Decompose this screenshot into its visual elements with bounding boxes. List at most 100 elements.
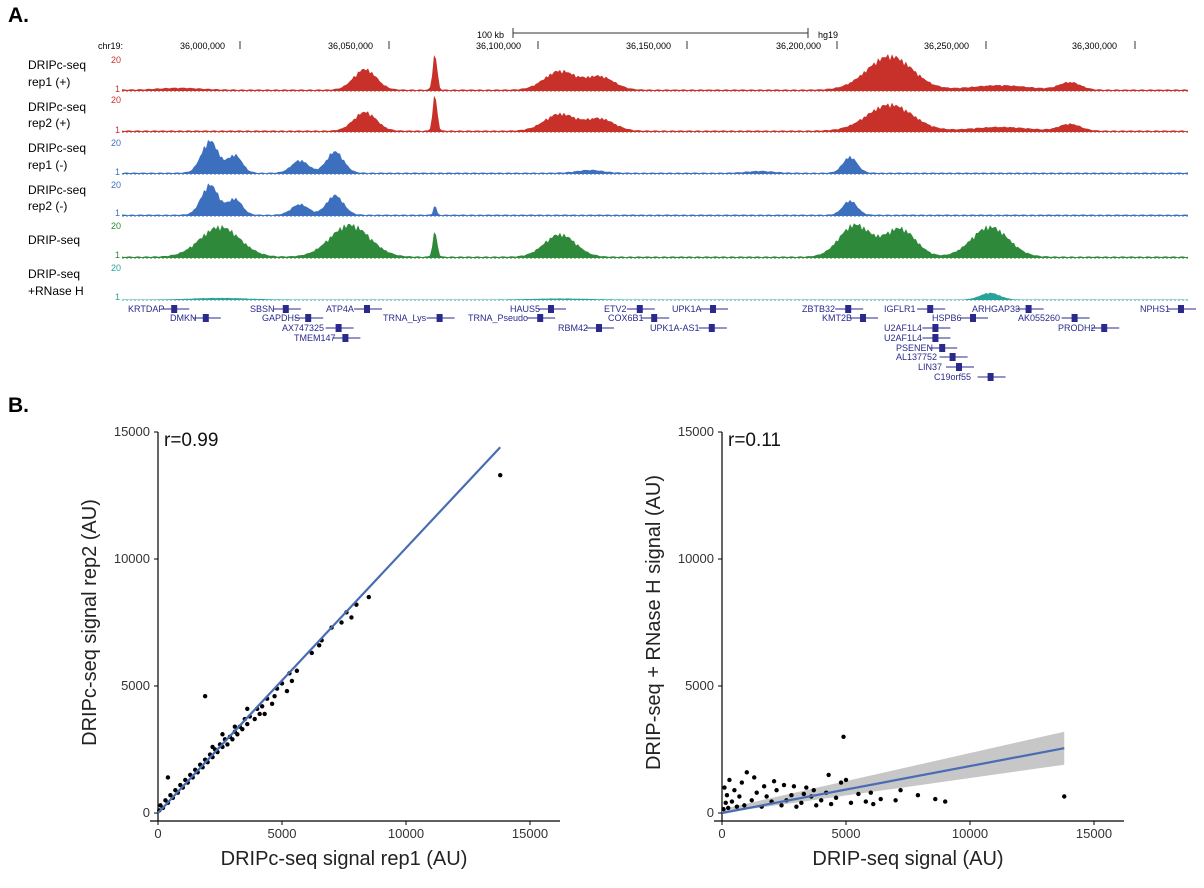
data-point: [737, 794, 742, 799]
gene-exon: [537, 314, 544, 322]
y-axis-label: DRIP-seq + RNase H signal (AU): [643, 475, 665, 770]
data-point: [289, 678, 295, 684]
y-axis-label: DRIPc-seq signal rep2 (AU): [79, 499, 101, 746]
gene-exon: [1025, 305, 1032, 313]
gene-label: ARHGAP33: [972, 304, 1020, 314]
gene-exon: [932, 324, 939, 332]
correlation-annotation: r=0.99: [164, 430, 218, 451]
gene-label: GAPDHS: [262, 313, 300, 323]
track-scale-min: 1: [115, 292, 120, 302]
data-point: [754, 790, 759, 795]
gene-label: ZBTB32: [802, 304, 835, 314]
data-point: [349, 615, 354, 620]
gene-exon: [708, 324, 715, 332]
data-point: [878, 796, 883, 802]
gene-label: PSENEN: [896, 343, 933, 353]
position-label: 36,250,000: [924, 41, 969, 51]
data-point: [202, 693, 208, 699]
data-point: [210, 744, 215, 750]
gene-exon: [171, 305, 178, 313]
data-point: [173, 787, 178, 793]
gene-exon: [845, 305, 852, 313]
regression-line: [157, 446, 502, 814]
y-tick-label: 5000: [121, 678, 150, 693]
position-label: 36,150,000: [626, 41, 671, 51]
x-tick-label: 0: [154, 826, 161, 841]
data-point: [220, 732, 225, 737]
data-point: [257, 711, 262, 717]
y-tick-label: 5000: [685, 678, 714, 693]
data-point: [749, 798, 754, 803]
gene-label: AL137752: [896, 352, 937, 362]
track-scale-max: 20: [111, 95, 121, 105]
chrom-label: chr19:: [98, 41, 123, 51]
data-point: [724, 793, 730, 798]
gene-label: C19orf55: [934, 372, 971, 382]
data-point: [727, 777, 732, 783]
gene-exon: [651, 314, 658, 322]
track-label: rep2 (+): [28, 116, 70, 130]
gene-exon: [987, 373, 994, 381]
data-point: [168, 793, 173, 798]
x-tick-label: 10000: [952, 826, 988, 841]
track-label: DRIP-seq: [28, 233, 80, 247]
gene-exon: [282, 305, 289, 313]
position-label: 36,000,000: [180, 41, 225, 51]
x-axis-label: DRIP-seq signal (AU): [812, 848, 1003, 870]
data-point: [259, 704, 265, 709]
data-point: [779, 803, 784, 808]
track-scale-max: 20: [111, 221, 121, 231]
data-point: [781, 782, 787, 788]
x-tick-label: 15000: [1076, 826, 1112, 841]
track-scale-min: 1: [115, 208, 120, 218]
scale-bar-length: 100 kb: [477, 30, 504, 40]
data-point: [811, 787, 816, 793]
position-labels: 36,000,000 36,050,000 36,100,000 36,150,…: [180, 41, 1117, 51]
data-point: [804, 785, 809, 790]
x-tick-label: 5000: [832, 826, 861, 841]
data-point: [868, 790, 873, 795]
scatter-plot-replicates: 0 5000 10000 15000 0 5000 10000 15000 r=0.99 DRIP…: [79, 424, 560, 870]
data-point: [734, 804, 740, 809]
data-point: [791, 784, 797, 789]
data-point: [799, 800, 804, 806]
gene-exon: [636, 305, 643, 313]
data-point: [232, 724, 238, 729]
track-label: DRIPc-seq: [28, 100, 86, 114]
gene-exon: [436, 314, 443, 322]
y-tick-label: 10000: [114, 551, 150, 566]
data-point: [309, 650, 314, 656]
data-point: [252, 716, 257, 722]
panel-b-label: B.: [8, 394, 29, 417]
gene-exon: [548, 305, 554, 313]
data-point: [943, 799, 948, 804]
data-point: [752, 775, 757, 780]
position-label: 36,050,000: [328, 41, 373, 51]
data-point: [826, 772, 831, 778]
data-point: [838, 780, 844, 785]
data-point: [898, 787, 903, 793]
gene-label: DMKN: [170, 313, 197, 323]
gene-label: U2AF1L4: [884, 333, 922, 343]
data-point: [721, 806, 726, 812]
gene-exon: [932, 334, 939, 342]
scale-bar-assembly: hg19: [818, 30, 838, 40]
track-label: DRIPc-seq: [28, 183, 86, 197]
gene-exon: [596, 324, 602, 332]
track-label: DRIPc-seq: [28, 141, 86, 155]
gene-exon: [1178, 305, 1184, 313]
data-point: [819, 798, 824, 803]
data-point: [871, 801, 876, 807]
gene-label: RBM42: [558, 323, 588, 333]
data-point: [732, 787, 737, 793]
track-label: DRIPc-seq: [28, 58, 86, 72]
gene-label: TMEM147: [294, 333, 336, 343]
track-scale-min: 1: [115, 125, 120, 135]
data-point: [723, 800, 728, 806]
scatter-plot-rnase: 0 5000 10000 15000 0 5000 10000 15000 r=0.11 DRIP…: [643, 424, 1124, 870]
signal-track: [122, 95, 1188, 132]
track-scale-max: 20: [111, 180, 121, 190]
data-point: [1062, 794, 1067, 799]
gene-label: NPHS1: [1140, 304, 1170, 314]
